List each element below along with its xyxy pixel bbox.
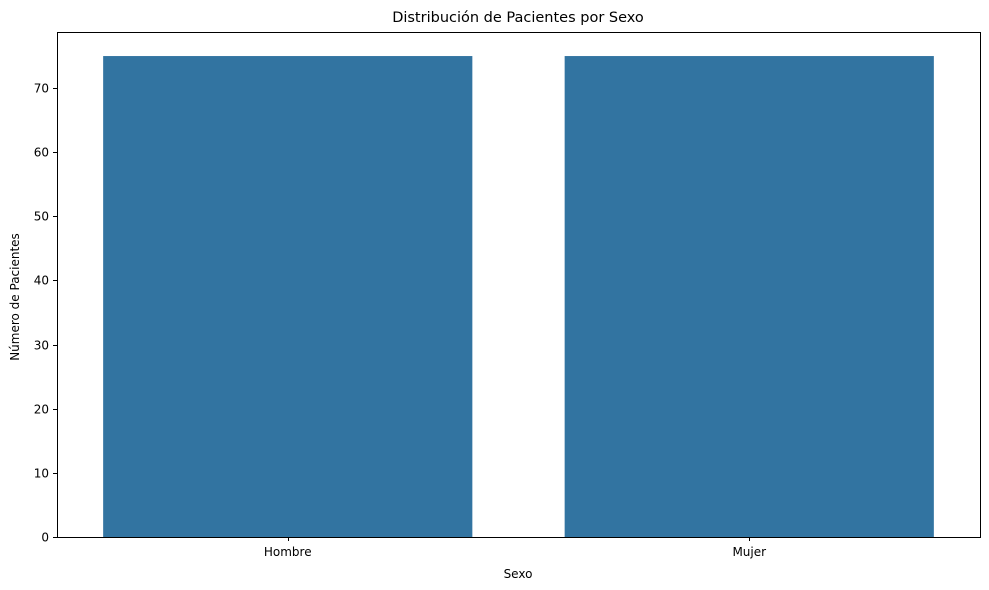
y-axis-ticks: 0 10 20 30 40 50 60 70 xyxy=(34,82,57,545)
chart-title: Distribución de Pacientes por Sexo xyxy=(392,10,644,26)
x-axis-ticks: Hombre Mujer xyxy=(264,537,766,559)
x-tick-label: Hombre xyxy=(264,545,312,559)
bars-group xyxy=(103,56,934,538)
y-tick-label: 20 xyxy=(34,403,49,417)
y-tick-label: 30 xyxy=(34,339,49,353)
x-axis-label: Sexo xyxy=(504,567,533,581)
y-axis-label: Número de Pacientes xyxy=(8,233,22,361)
x-tick-label: Mujer xyxy=(732,545,766,559)
y-tick-label: 10 xyxy=(34,467,49,481)
y-tick-label: 50 xyxy=(34,210,49,224)
bar-mujer xyxy=(564,56,934,538)
plot-frame xyxy=(57,32,981,538)
y-tick-label: 40 xyxy=(34,274,49,288)
y-tick-label: 0 xyxy=(41,531,49,545)
bar-hombre xyxy=(103,56,473,538)
y-tick-label: 70 xyxy=(34,82,49,96)
y-tick-label: 60 xyxy=(34,146,49,160)
